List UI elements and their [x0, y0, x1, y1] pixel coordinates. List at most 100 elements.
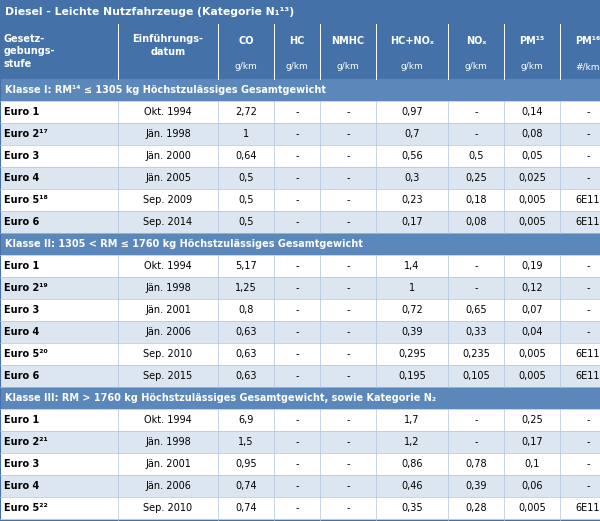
Text: Sep. 2014: Sep. 2014: [143, 217, 193, 227]
Text: -: -: [586, 305, 590, 315]
Text: PM¹⁵: PM¹⁵: [520, 35, 545, 45]
Text: 0,3: 0,3: [404, 173, 419, 183]
Text: Euro 2²¹: Euro 2²¹: [4, 437, 48, 447]
Bar: [0, 365, 600, 387]
Bar: [0, 145, 600, 167]
Bar: [0, 497, 600, 519]
Text: Euro 2¹⁷: Euro 2¹⁷: [4, 129, 48, 139]
Text: Euro 1: Euro 1: [4, 261, 39, 271]
Bar: [0, 255, 600, 277]
Text: 0,04: 0,04: [521, 327, 543, 337]
Text: 0,86: 0,86: [401, 459, 423, 469]
Bar: [0, 167, 600, 189]
Text: Diesel - Leichte Nutzfahrzeuge (Kategorie N₁¹³): Diesel - Leichte Nutzfahrzeuge (Kategori…: [5, 7, 294, 17]
Text: -: -: [346, 283, 350, 293]
Text: 0,72: 0,72: [401, 305, 423, 315]
Bar: [0, 123, 600, 145]
Text: -: -: [586, 327, 590, 337]
Text: Euro 2¹⁹: Euro 2¹⁹: [4, 283, 48, 293]
Text: 0,105: 0,105: [462, 371, 490, 381]
Text: Gesetz-
gebungs-
stufe: Gesetz- gebungs- stufe: [4, 34, 56, 69]
Text: Euro 5¹⁸: Euro 5¹⁸: [4, 195, 48, 205]
Text: g/km: g/km: [401, 63, 424, 71]
Text: g/km: g/km: [521, 63, 544, 71]
Text: Sep. 2015: Sep. 2015: [143, 371, 193, 381]
Bar: [0, 233, 600, 255]
Text: g/km: g/km: [337, 63, 359, 71]
Text: -: -: [295, 459, 299, 469]
Text: -: -: [586, 151, 590, 161]
Text: -: -: [295, 217, 299, 227]
Text: 0,1: 0,1: [524, 459, 539, 469]
Text: -: -: [586, 129, 590, 139]
Text: 0,295: 0,295: [398, 349, 426, 359]
Text: 0,78: 0,78: [465, 459, 487, 469]
Text: -: -: [586, 173, 590, 183]
Bar: [0, 189, 600, 211]
Text: 2,72: 2,72: [235, 107, 257, 117]
Text: 1,25: 1,25: [235, 283, 257, 293]
Text: 6E11: 6E11: [576, 195, 600, 205]
Text: Jän. 2000: Jän. 2000: [145, 151, 191, 161]
Text: 0,06: 0,06: [521, 481, 543, 491]
Text: -: -: [346, 305, 350, 315]
Text: 0,74: 0,74: [235, 481, 257, 491]
Text: Euro 6: Euro 6: [4, 371, 39, 381]
Text: Euro 3: Euro 3: [4, 459, 39, 469]
Text: -: -: [295, 415, 299, 425]
Text: -: -: [295, 107, 299, 117]
Bar: [0, 211, 600, 233]
Text: Jän. 2005: Jän. 2005: [145, 173, 191, 183]
Text: -: -: [346, 129, 350, 139]
Text: 0,08: 0,08: [521, 129, 543, 139]
Text: 0,39: 0,39: [465, 481, 487, 491]
Text: 0,18: 0,18: [465, 195, 487, 205]
Text: 0,39: 0,39: [401, 327, 423, 337]
Text: 6E11: 6E11: [576, 503, 600, 513]
Text: 0,7: 0,7: [404, 129, 420, 139]
Text: -: -: [295, 349, 299, 359]
Text: Euro 5²⁰: Euro 5²⁰: [4, 349, 48, 359]
Text: -: -: [295, 371, 299, 381]
Text: Euro 1: Euro 1: [4, 107, 39, 117]
Text: -: -: [295, 481, 299, 491]
Text: CO: CO: [238, 35, 254, 45]
Text: Euro 1: Euro 1: [4, 415, 39, 425]
Text: 0,64: 0,64: [235, 151, 257, 161]
Text: 0,56: 0,56: [401, 151, 423, 161]
Text: -: -: [295, 305, 299, 315]
Text: -: -: [474, 283, 478, 293]
Text: -: -: [346, 459, 350, 469]
Text: Sep. 2009: Sep. 2009: [143, 195, 193, 205]
Text: 0,07: 0,07: [521, 305, 543, 315]
Text: -: -: [295, 503, 299, 513]
Text: -: -: [295, 129, 299, 139]
Text: Jän. 1998: Jän. 1998: [145, 437, 191, 447]
Text: 0,005: 0,005: [518, 217, 546, 227]
Text: 0,005: 0,005: [518, 349, 546, 359]
Text: 0,5: 0,5: [468, 151, 484, 161]
Text: Okt. 1994: Okt. 1994: [144, 415, 192, 425]
Text: Jän. 2001: Jän. 2001: [145, 305, 191, 315]
Bar: [0, 519, 600, 521]
Text: 0,63: 0,63: [235, 349, 257, 359]
Text: -: -: [586, 481, 590, 491]
Text: -: -: [474, 261, 478, 271]
Text: -: -: [346, 349, 350, 359]
Text: 0,74: 0,74: [235, 503, 257, 513]
Text: 0,46: 0,46: [401, 481, 423, 491]
Text: Jän. 1998: Jän. 1998: [145, 129, 191, 139]
Bar: [0, 24, 600, 79]
Text: -: -: [295, 437, 299, 447]
Bar: [0, 475, 600, 497]
Text: Sep. 2010: Sep. 2010: [143, 503, 193, 513]
Text: -: -: [346, 173, 350, 183]
Text: -: -: [295, 261, 299, 271]
Text: Jän. 2006: Jän. 2006: [145, 481, 191, 491]
Text: PM¹⁶: PM¹⁶: [575, 35, 600, 45]
Text: Okt. 1994: Okt. 1994: [144, 261, 192, 271]
Text: 0,005: 0,005: [518, 371, 546, 381]
Text: -: -: [295, 173, 299, 183]
Bar: [0, 321, 600, 343]
Text: 0,025: 0,025: [518, 173, 546, 183]
